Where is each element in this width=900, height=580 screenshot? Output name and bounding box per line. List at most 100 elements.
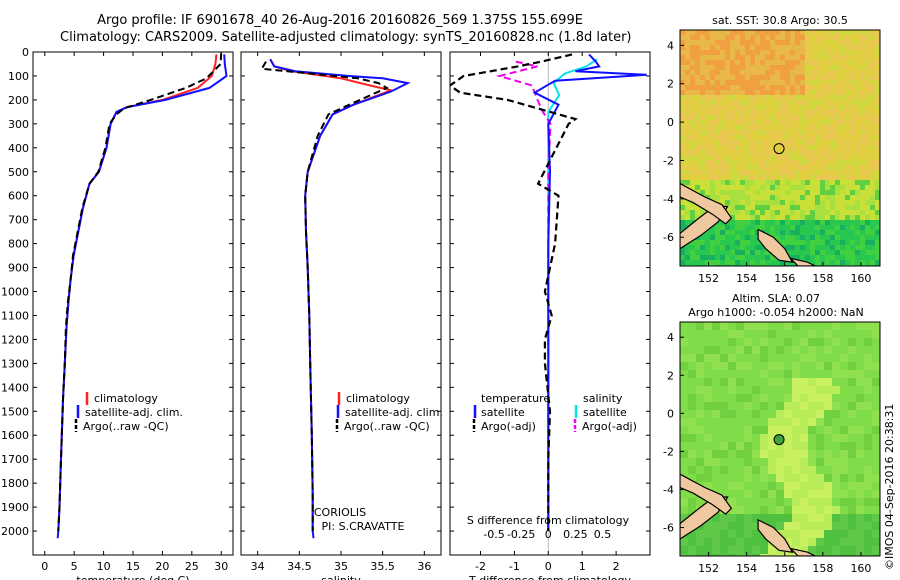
map-cell [750, 105, 755, 110]
map-cell [735, 205, 740, 210]
map-cell [770, 260, 775, 265]
map-cell [680, 55, 685, 60]
map-cell [730, 220, 735, 225]
map-cell [805, 125, 810, 130]
map-cell [752, 370, 760, 378]
map-cell [735, 175, 740, 180]
map-cell [730, 90, 735, 95]
map-cell [850, 80, 855, 85]
map-cell [850, 245, 855, 250]
map-cell [855, 165, 860, 170]
map-cell [800, 105, 805, 110]
map-cell [845, 180, 850, 185]
map-cell [680, 45, 685, 50]
map-cell [820, 180, 825, 185]
map-cell [800, 378, 808, 386]
map-cell [700, 185, 705, 190]
map-cell [815, 230, 820, 235]
map-cell [760, 60, 765, 65]
map-cell [768, 498, 776, 506]
map-cell [760, 130, 765, 135]
map-cell [845, 105, 850, 110]
map-cell [800, 190, 805, 195]
map-cell [730, 105, 735, 110]
map-cell [824, 442, 832, 450]
map-cell [825, 100, 830, 105]
map-cell [820, 235, 825, 240]
map-cell [808, 434, 816, 442]
map-cell [776, 506, 784, 514]
map-cell [736, 554, 744, 556]
map-cell [825, 225, 830, 230]
map-cell [685, 75, 690, 80]
map-cell [700, 190, 705, 195]
map-cell [816, 370, 824, 378]
map-cell [735, 120, 740, 125]
map-cell [856, 450, 864, 458]
map-cell [792, 442, 800, 450]
map-cell [750, 60, 755, 65]
map-cell [690, 180, 695, 185]
map-cell [696, 330, 704, 338]
map-cell [865, 140, 870, 145]
map-cell [810, 55, 815, 60]
map-cell [770, 110, 775, 115]
map-cell [720, 426, 728, 434]
map-cell [850, 140, 855, 145]
map-cell [848, 530, 856, 538]
map-cell [760, 125, 765, 130]
map-cell [780, 205, 785, 210]
map-cell [712, 378, 720, 386]
map-cell [750, 100, 755, 105]
map-cell [820, 105, 825, 110]
map-cell [845, 95, 850, 100]
map-cell [685, 205, 690, 210]
map-cell [872, 458, 880, 466]
map-cell [850, 240, 855, 245]
map-cell [816, 474, 824, 482]
map-cell [840, 60, 845, 65]
map-cell [768, 346, 776, 354]
series-line-t-argo-adj- [450, 53, 578, 531]
map-cell [720, 240, 725, 245]
map-cell [728, 466, 736, 474]
map-cell [816, 458, 824, 466]
map-cell [695, 205, 700, 210]
map-cell [730, 200, 735, 205]
map-cell [720, 45, 725, 50]
map-cell [735, 100, 740, 105]
map-cell [736, 402, 744, 410]
map-cell [696, 450, 704, 458]
map-cell [795, 140, 800, 145]
map-cell [792, 386, 800, 394]
map-cell [792, 466, 800, 474]
map-cell [790, 145, 795, 150]
map-cell [805, 205, 810, 210]
map-cell [872, 338, 880, 346]
map-cell [835, 160, 840, 165]
map-cell [740, 150, 745, 155]
map-cell [744, 378, 752, 386]
map-cell [704, 458, 712, 466]
map-cell [835, 175, 840, 180]
map-cell [792, 434, 800, 442]
map-cell [730, 160, 735, 165]
map-cell [700, 80, 705, 85]
map-cell [775, 190, 780, 195]
map-cell [775, 130, 780, 135]
map-cell [875, 240, 880, 245]
map-cell [712, 386, 720, 394]
map-cell [784, 482, 792, 490]
map-cell [685, 170, 690, 175]
map-cell [760, 410, 768, 418]
map-cell [720, 330, 728, 338]
map-cell [715, 195, 720, 200]
map-cell [800, 386, 808, 394]
map-cell [740, 90, 745, 95]
map-cell [710, 240, 715, 245]
map-cell [715, 110, 720, 115]
map-cell [855, 175, 860, 180]
map-cell [865, 40, 870, 45]
map-cell [735, 180, 740, 185]
map-cell [848, 338, 856, 346]
